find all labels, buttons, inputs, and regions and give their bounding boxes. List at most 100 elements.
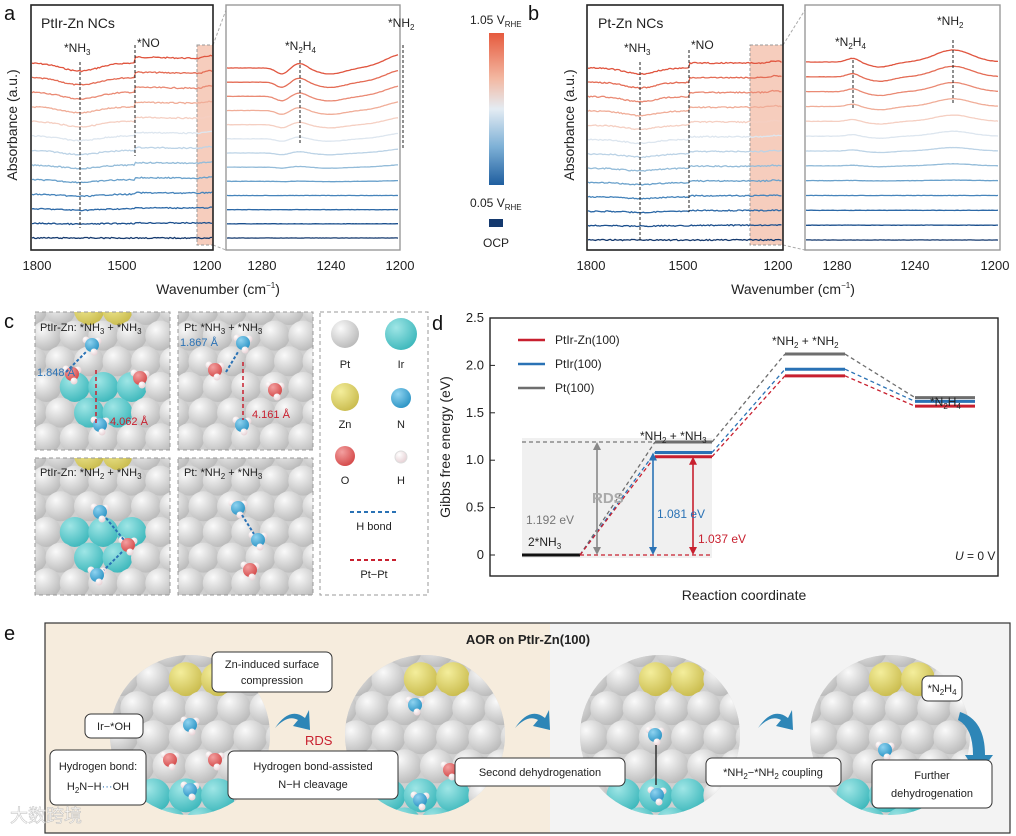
h-atom: [248, 573, 256, 581]
atom: [102, 346, 133, 377]
atom: [35, 320, 62, 351]
atom: [116, 423, 147, 450]
y-tick-label: 0: [477, 547, 484, 562]
atom: [178, 594, 181, 595]
spectrum-line: [805, 163, 999, 168]
rds-label: RDS: [592, 490, 624, 507]
atom: [35, 397, 47, 428]
atom: [35, 516, 62, 547]
barrier-pt: 1.192 eV: [526, 513, 574, 527]
spectrum-line: [227, 179, 398, 183]
atom: [188, 312, 219, 325]
barrier-ptir: 1.081 eV: [657, 507, 705, 521]
atom: [145, 371, 170, 402]
panel-c: c PtIr-Zn: *NH3 + *NH3 Pt: *NH3 + *NH3 P…: [4, 311, 429, 596]
atom: [302, 543, 313, 572]
atom: [131, 312, 161, 325]
spectrum-line: [805, 81, 998, 97]
o-atom: [443, 763, 457, 777]
inset-frame-b: [804, 4, 1001, 251]
atom: [259, 516, 290, 547]
atom: [302, 491, 313, 521]
atom: [88, 371, 119, 402]
atom: [201, 778, 236, 813]
atom: [83, 593, 95, 595]
cell-title: PtIr-Zn: *NH3 + *NH3: [40, 322, 142, 336]
atom: [59, 423, 90, 450]
atom: [233, 720, 268, 755]
label-nh2-a: *NH2: [388, 16, 415, 32]
atom: [202, 516, 233, 547]
panel-letter-e: e: [4, 623, 15, 645]
legend-label-pt: Pt(100): [555, 381, 594, 395]
n-atom: [648, 728, 662, 742]
legend-h: H: [397, 475, 405, 487]
y-axis-label-a: Absorbance (a.u.): [4, 69, 20, 180]
spectra-b-inset: [805, 49, 999, 241]
legend-hbond: H bond: [356, 521, 391, 533]
spectrum-line: [587, 164, 782, 172]
cell-title: Pt: *NH2 + *NH3: [184, 467, 263, 481]
scheme-title: AOR on PtIr-Zn(100): [466, 632, 590, 647]
atom: [168, 594, 170, 595]
n-atom: [183, 718, 197, 732]
scheme-frame: [44, 622, 1011, 834]
spectrum-line: [587, 238, 782, 242]
pt-pt-distance: 4.062 Å: [110, 415, 149, 428]
y-axis-label-b: Absorbance (a.u.): [561, 69, 577, 180]
legend-ir: Ir: [398, 359, 405, 371]
atom: [111, 593, 124, 595]
zoom-region-b: [749, 44, 784, 246]
spectrum-line: [31, 54, 213, 73]
atom: [178, 423, 205, 450]
h-atom: [98, 428, 106, 436]
spectrum-line: [226, 117, 399, 129]
atom: [283, 593, 295, 595]
spectra-a-main: [31, 54, 213, 240]
atom: [145, 423, 170, 450]
atom: [184, 691, 219, 726]
n-atom: [251, 533, 265, 547]
spectrum-line: [226, 164, 398, 169]
label-no-a: *NO: [137, 36, 160, 50]
cell-title: PtIr-Zn: *NH2 + *NH3: [40, 467, 142, 481]
atom: [102, 312, 133, 325]
atom: [245, 346, 276, 377]
ocp-label: OCP: [483, 236, 509, 250]
spectra-b-main: [587, 60, 782, 242]
atom: [178, 516, 205, 547]
atom: [836, 720, 871, 755]
y-tick-label: 2.0: [466, 357, 484, 372]
panel-b: b Absorbance (a.u.) Pt-Zn NCs *NH3 *NO *…: [528, 3, 1009, 297]
plot-frame-a: [30, 4, 214, 251]
legend-zn: Zn: [339, 419, 352, 431]
atom: [654, 655, 689, 667]
o-atom: [208, 363, 222, 377]
atom: [35, 458, 47, 470]
atom: [274, 458, 304, 470]
tick-label: 1200: [193, 258, 222, 273]
atom: [178, 312, 190, 325]
y-tick-label: 2.5: [466, 310, 484, 325]
plot-frame-b: [586, 4, 784, 251]
atom: [654, 691, 689, 726]
spectrum-line: [805, 98, 999, 111]
atom: [188, 458, 219, 470]
atom: [820, 691, 855, 726]
h-atom: [240, 428, 248, 436]
atom: [274, 491, 304, 522]
atom: [371, 662, 406, 697]
n-atom: [231, 501, 245, 515]
label-n2h4-a: *N2H4: [285, 39, 316, 55]
atom: [311, 594, 313, 595]
n-atom: [650, 788, 664, 802]
atom: [436, 778, 471, 813]
ocp-swatch: [489, 219, 503, 227]
atom: [231, 465, 262, 496]
atom: [188, 542, 219, 573]
spectrum-line: [31, 69, 213, 86]
sample-title-b: Pt-Zn NCs: [598, 15, 663, 31]
h-atom: [418, 803, 426, 811]
atom: [884, 655, 919, 667]
